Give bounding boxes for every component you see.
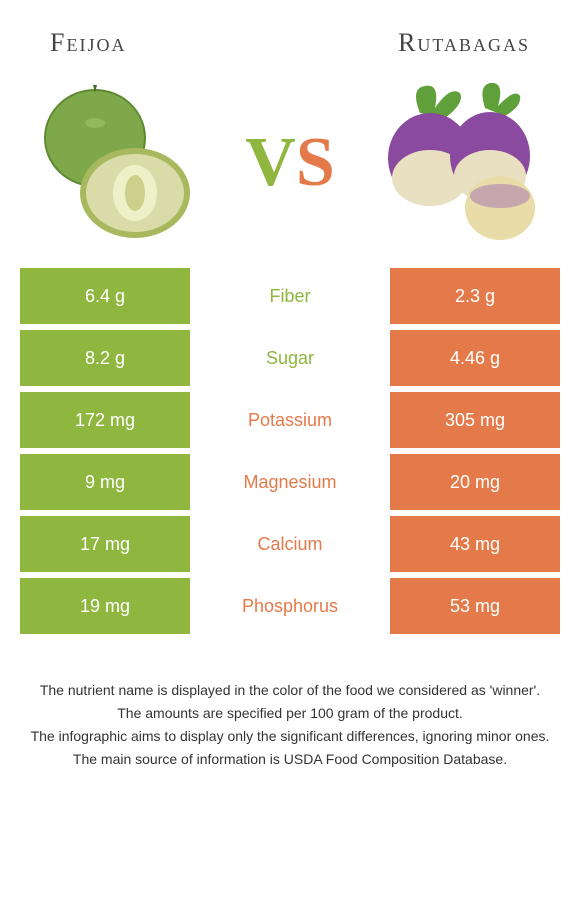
nutrient-label: Calcium [190,516,390,572]
nutrient-label: Magnesium [190,454,390,510]
comparison-table: 6.4 gFiber2.3 g 8.2 gSugar4.46 g 172 mgPot… [0,268,580,634]
left-value: 9 mg [20,454,190,510]
table-row: 19 mgPhosphorus53 mg [20,578,560,634]
feijoa-image [30,78,210,248]
right-food-title: Rutabagas [398,28,530,58]
left-value: 8.2 g [20,330,190,386]
left-value: 6.4 g [20,268,190,324]
right-value: 43 mg [390,516,560,572]
right-value: 305 mg [390,392,560,448]
table-row: 6.4 gFiber2.3 g [20,268,560,324]
footer-line: The amounts are specified per 100 gram o… [20,703,560,724]
header: Feijoa Rutabagas [0,0,580,68]
table-row: 17 mgCalcium43 mg [20,516,560,572]
vs-v: V [245,123,296,203]
left-value: 17 mg [20,516,190,572]
footer-line: The main source of information is USDA F… [20,749,560,770]
image-row: VS [0,68,580,268]
right-value: 20 mg [390,454,560,510]
vs-label: VS [245,123,335,203]
nutrient-label: Phosphorus [190,578,390,634]
left-value: 19 mg [20,578,190,634]
right-value: 4.46 g [390,330,560,386]
left-food-title: Feijoa [50,28,126,58]
footer-notes: The nutrient name is displayed in the co… [0,640,580,770]
footer-line: The infographic aims to display only the… [20,726,560,747]
table-row: 172 mgPotassium305 mg [20,392,560,448]
right-value: 2.3 g [390,268,560,324]
right-value: 53 mg [390,578,560,634]
nutrient-label: Sugar [190,330,390,386]
nutrient-label: Potassium [190,392,390,448]
vs-s: S [296,123,335,203]
nutrient-label: Fiber [190,268,390,324]
left-value: 172 mg [20,392,190,448]
table-row: 8.2 gSugar4.46 g [20,330,560,386]
footer-line: The nutrient name is displayed in the co… [20,680,560,701]
table-row: 9 mgMagnesium20 mg [20,454,560,510]
rutabaga-image [370,78,550,248]
